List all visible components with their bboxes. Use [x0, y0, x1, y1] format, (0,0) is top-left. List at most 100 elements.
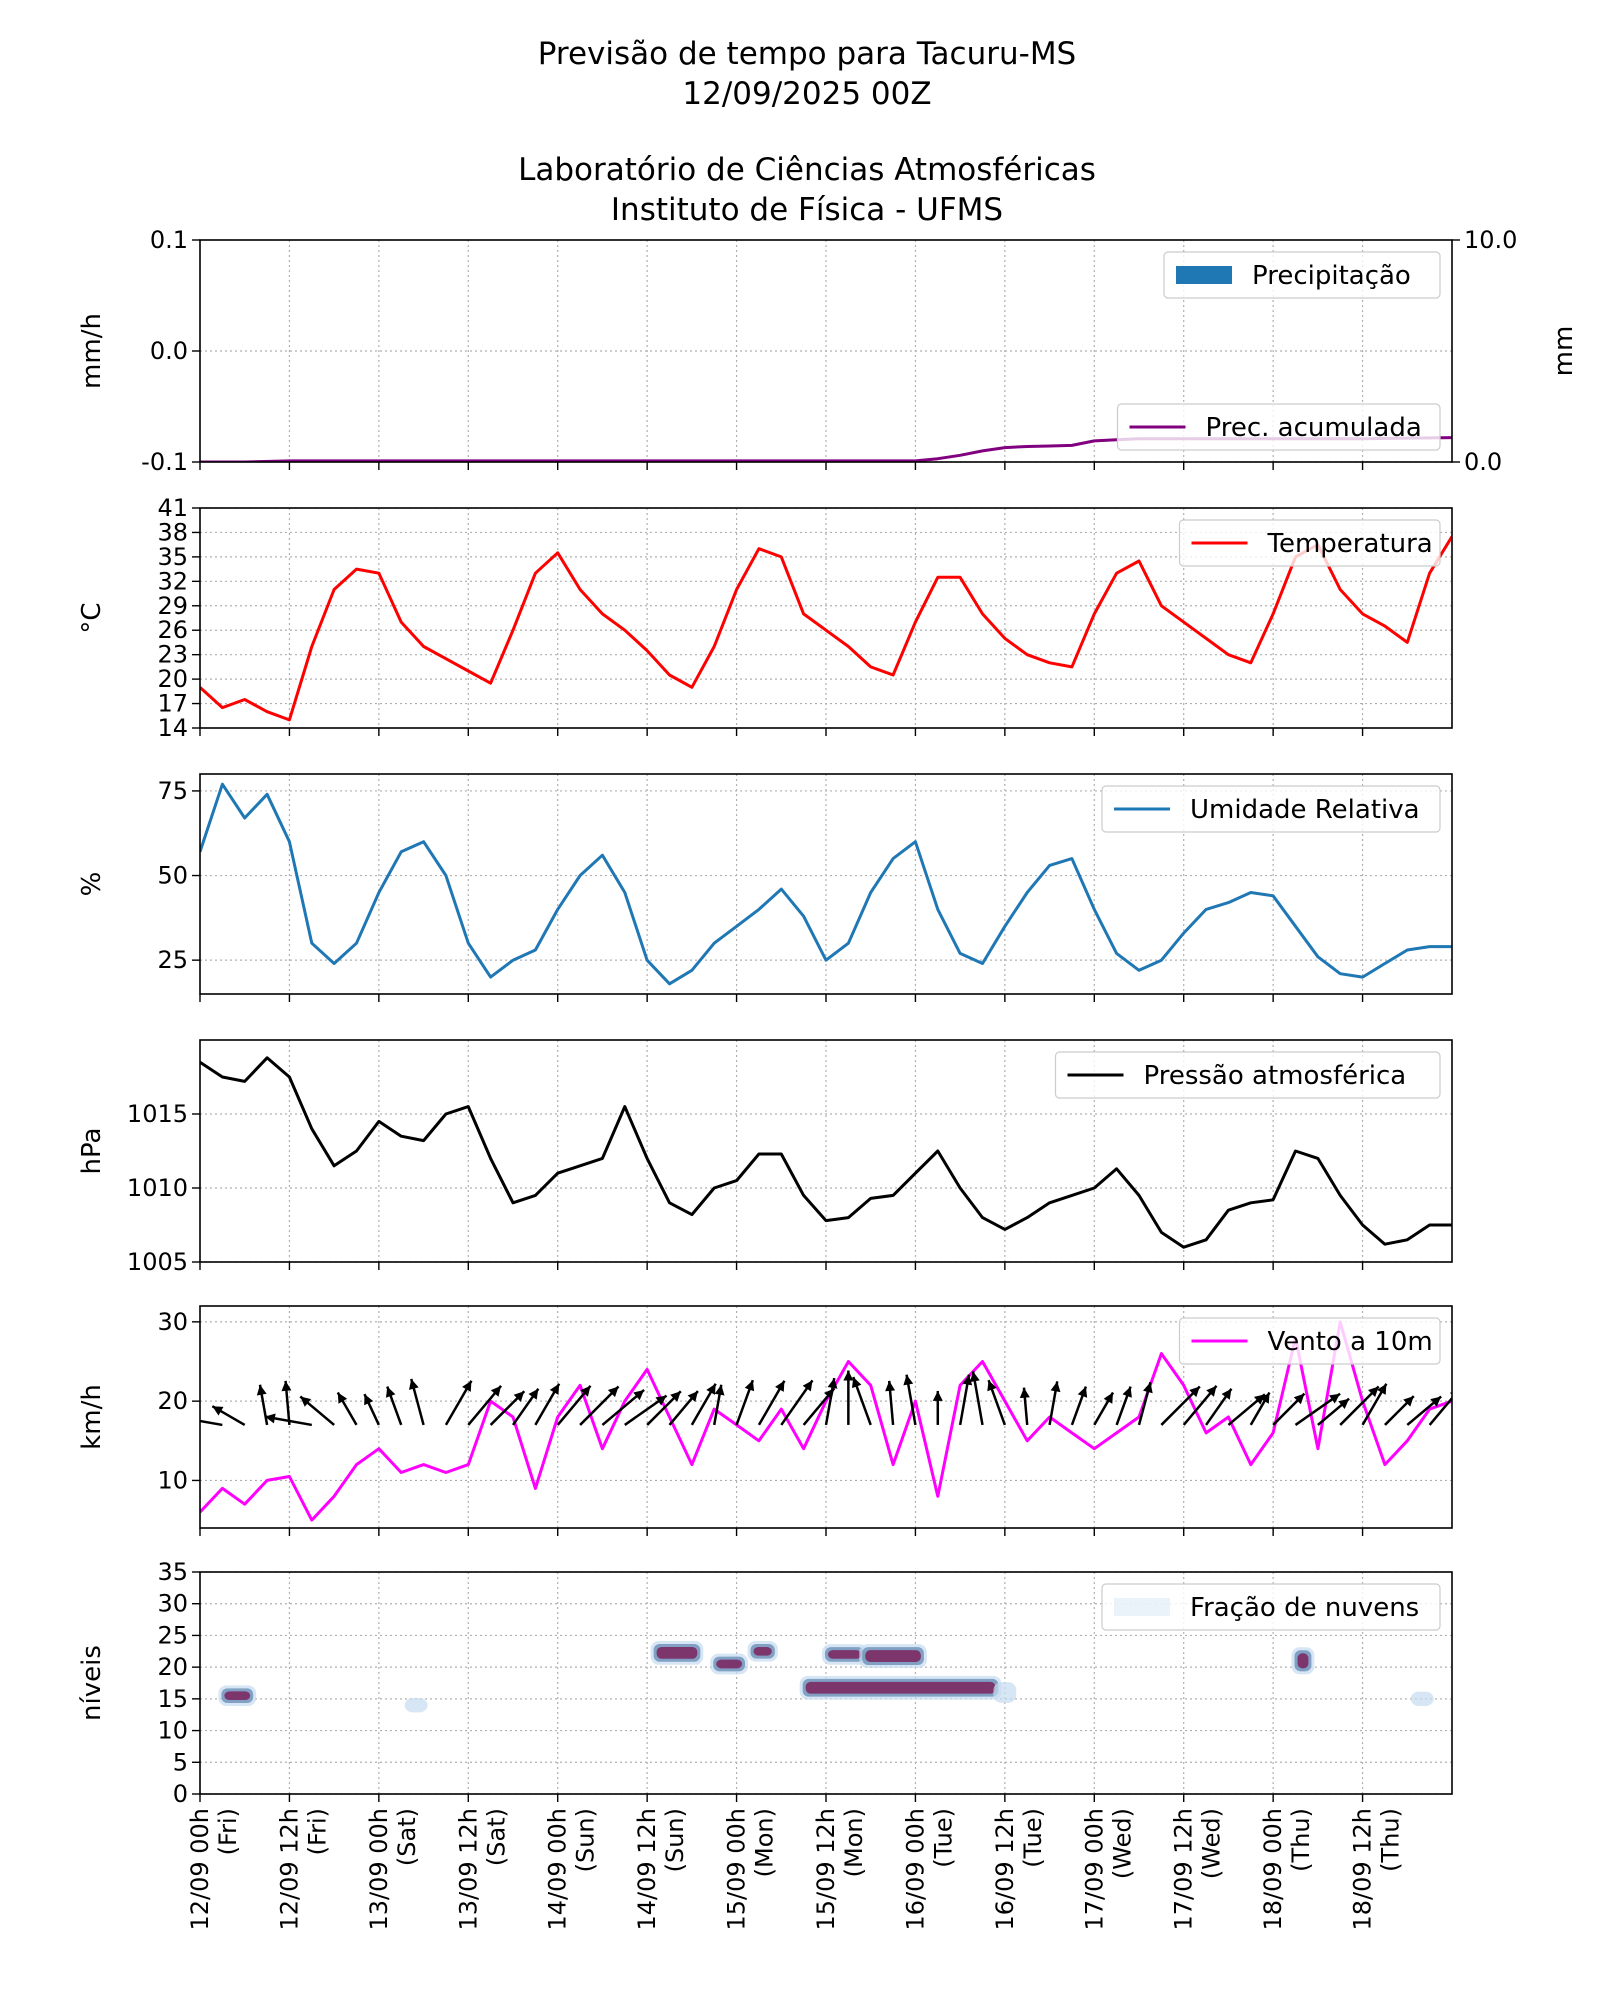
wind-arrow-head — [1221, 1388, 1232, 1400]
x-tick-label: 17/09 12h — [1170, 1808, 1198, 1931]
legend: Umidade Relativa — [1101, 785, 1441, 833]
panel-pres: 1005 1010 1015 hPa Pressão atmosférica — [77, 1039, 1453, 1276]
wind-arrow-head — [337, 1392, 348, 1404]
wind-arrow-head — [714, 1384, 725, 1396]
wind-arrow-head — [1377, 1383, 1387, 1395]
y-tick-label: 17 — [157, 690, 188, 718]
y-tick-label: 14 — [157, 714, 188, 742]
cloud-core — [753, 1646, 772, 1656]
x-tick-sublabel: (Mon) — [840, 1808, 868, 1877]
x-tick-label: 18/09 00h — [1259, 1808, 1287, 1931]
wind-arrow — [1428, 1396, 1452, 1426]
y-tick-label: 0.0 — [150, 337, 188, 365]
legend: Temperatura — [1178, 519, 1441, 567]
series-line-press-o-atmosf-rica — [200, 1056, 1452, 1249]
wind-arrow — [1450, 1422, 1452, 1425]
wind-arrow-head — [462, 1380, 472, 1392]
cloud-core — [1297, 1653, 1309, 1669]
legend: Prec. acumulada — [1116, 403, 1441, 451]
legend-label: Umidade Relativa — [1190, 795, 1420, 825]
title-line-3: Laboratório de Ciências Atmosféricas — [518, 152, 1096, 188]
plot-area — [218, 1640, 1434, 1713]
x-tick-label: 13/09 00h — [365, 1808, 393, 1931]
y-axis-label: níveis — [77, 1645, 107, 1721]
series-line-vento-a-10m — [200, 1320, 1452, 1522]
legend: Precipitação — [1163, 251, 1441, 299]
cloud-halo — [404, 1698, 428, 1713]
cloud-core — [716, 1659, 743, 1669]
panel-precip: -0.1 0.0 0.1 mm/h 0.0 10.0 mm Precipitação Prec.… — [77, 226, 1579, 476]
y2-axis-label: mm — [1549, 326, 1579, 377]
wind-arrow-head — [633, 1389, 645, 1401]
legend-label: Vento a 10m — [1268, 1327, 1433, 1357]
panel-cloud: 0 5 10 15 20 25 30 35 níveis Fração de nuvens — [77, 1558, 1453, 1808]
x-tick-sublabel: (Tue) — [929, 1808, 957, 1868]
wind-arrow-head — [580, 1385, 591, 1397]
legend-box — [1178, 519, 1441, 567]
plot-area — [200, 535, 1452, 722]
y-tick-label: 35 — [157, 1558, 188, 1586]
wind-arrow-head — [843, 1370, 854, 1381]
wind-arrow-head — [409, 1378, 419, 1390]
wind-arrows — [200, 1370, 1452, 1427]
wind-arrow-head — [1077, 1386, 1088, 1398]
legend-label: Fração de nuvens — [1190, 1593, 1419, 1623]
wind-arrow-head — [490, 1385, 502, 1397]
y-tick-label: 30 — [157, 1590, 188, 1618]
wind-arrow-head — [513, 1391, 525, 1402]
y2-tick-label: 0.0 — [1464, 448, 1502, 476]
wind-arrow-head — [744, 1380, 755, 1392]
wind-arrow-head — [962, 1374, 973, 1386]
wind-arrow-head — [1338, 1398, 1350, 1409]
axes-frame — [199, 1305, 1453, 1529]
wind-arrow-head — [549, 1383, 560, 1395]
y-tick-label: 1010 — [127, 1174, 188, 1202]
x-tick-label: 14/09 12h — [633, 1808, 661, 1931]
y-tick-label: 0 — [173, 1780, 188, 1808]
y-axis-label: km/h — [77, 1384, 107, 1450]
wind-arrow-head — [385, 1386, 396, 1398]
plot-area — [200, 1320, 1452, 1522]
y-tick-label: 75 — [157, 777, 188, 805]
x-tick-sublabel: (Mon) — [751, 1808, 779, 1877]
legend: Vento a 10m — [1178, 1317, 1441, 1365]
title-line-1: 12/09/2025 00Z — [682, 76, 931, 112]
y-tick-label: 26 — [157, 616, 188, 644]
y-axis-label: °C — [77, 602, 107, 633]
legend-label: Temperatura — [1267, 529, 1433, 559]
legend-box — [1163, 251, 1441, 299]
cloud-halo — [1410, 1691, 1434, 1707]
y-tick-label: 20 — [157, 1387, 188, 1415]
y-tick-label: 25 — [157, 1621, 188, 1649]
series-line-temperatura — [200, 535, 1452, 722]
x-tick-label: 12/09 12h — [275, 1808, 303, 1931]
y-axis-label: mm/h — [77, 313, 107, 389]
x-tick-sublabel: (Fri) — [303, 1808, 331, 1855]
wind-arrow-head — [1189, 1386, 1200, 1398]
wind-arrow-head — [775, 1380, 785, 1392]
y-tick-label: 50 — [157, 862, 188, 890]
series-line-umidade-relativa — [200, 782, 1452, 986]
wind-arrow-head — [256, 1384, 267, 1396]
wind-arrow-head — [1293, 1393, 1305, 1405]
x-tick-sublabel: (Sun) — [572, 1808, 600, 1872]
y-tick-label: 30 — [157, 1308, 188, 1336]
wind-arrow-head — [300, 1396, 312, 1407]
wind-arrow-head — [706, 1383, 716, 1395]
wind-arrow-head — [212, 1406, 224, 1416]
wind-arrow-head — [281, 1380, 292, 1392]
y-tick-label: 41 — [157, 494, 188, 522]
x-tick-sublabel: (Thu) — [1377, 1808, 1405, 1872]
x-tick-label: 12/09 00h — [186, 1808, 214, 1931]
wind-arrow-head — [1122, 1386, 1132, 1398]
wind-arrow-head — [1329, 1393, 1341, 1404]
wind-arrow-head — [264, 1413, 276, 1424]
x-tick-label: 16/09 00h — [901, 1808, 929, 1931]
x-tick-label: 14/09 00h — [544, 1808, 572, 1931]
wind-arrow-head — [851, 1377, 862, 1389]
wind-arrow-head — [827, 1378, 838, 1389]
y-tick-label: 32 — [157, 567, 188, 595]
cloud-core — [828, 1650, 862, 1659]
cloud-core — [805, 1681, 996, 1694]
legend-swatch — [1176, 266, 1232, 284]
